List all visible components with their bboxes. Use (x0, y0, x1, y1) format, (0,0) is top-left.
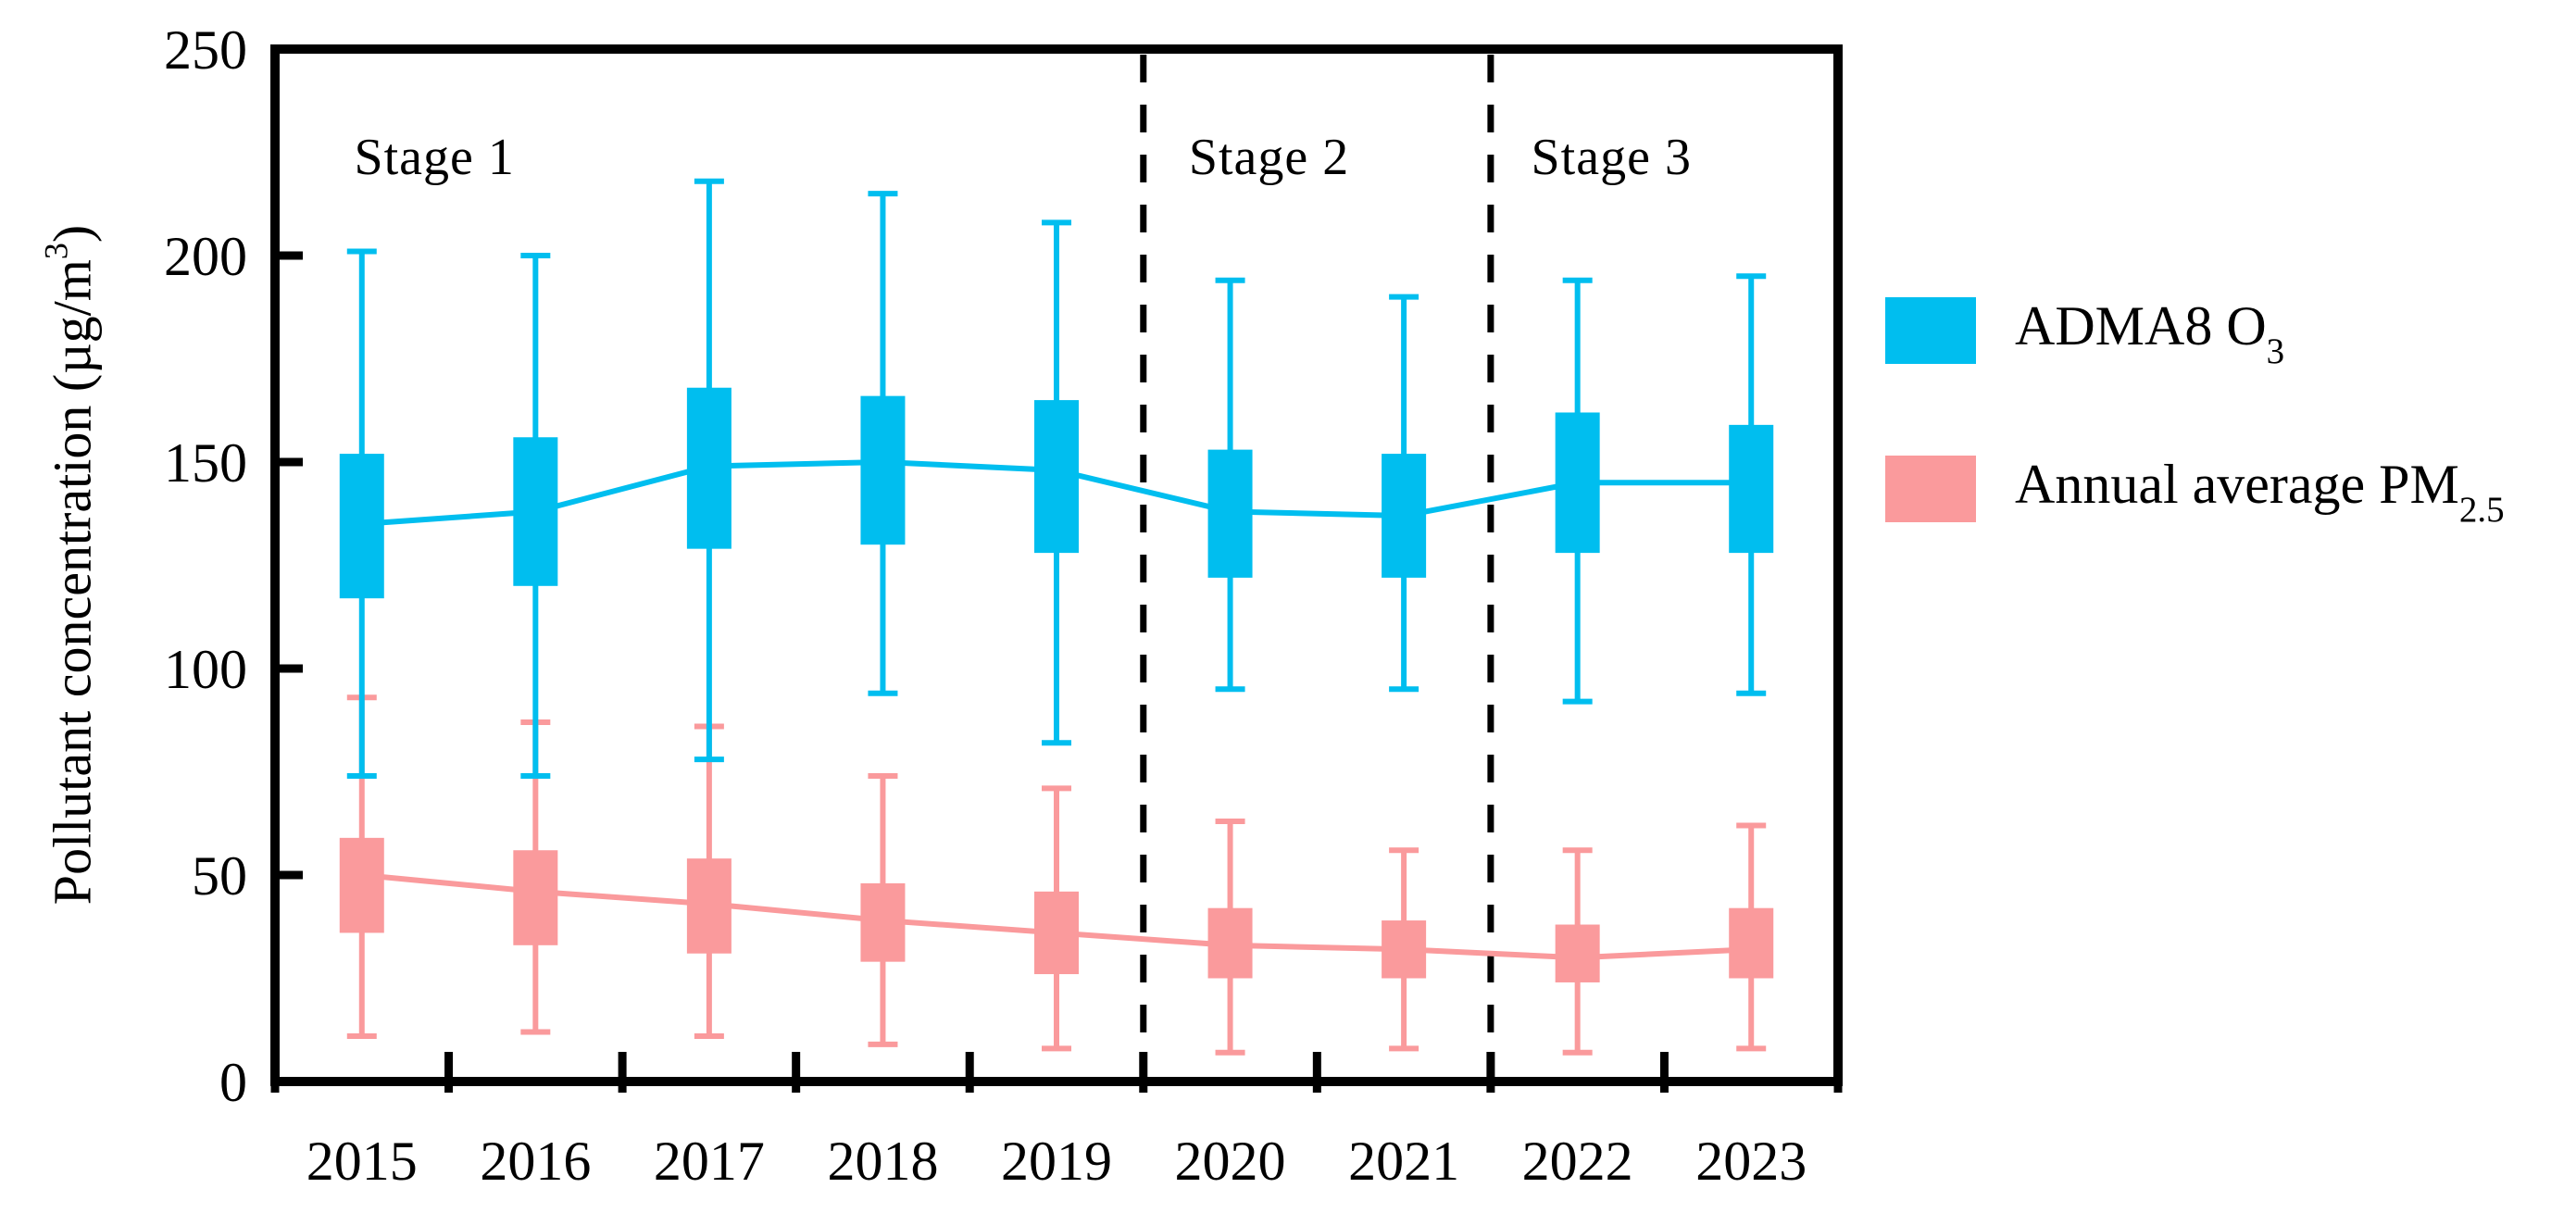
stage-3-label: Stage 3 (1531, 129, 1692, 187)
plot-frame (270, 44, 1843, 1086)
x-axis-label: 2020 (1175, 1131, 1286, 1192)
y-tick-label: 150 (164, 432, 247, 494)
legend-label-o3-subscript: 3 (2266, 331, 2285, 372)
box-adma8-o3-2016 (513, 437, 558, 586)
x-axis-label: 2019 (1001, 1131, 1112, 1192)
box-annual-average-pm2-5-2022 (1555, 924, 1600, 982)
box-adma8-o3-2023 (1729, 424, 1774, 554)
box-adma8-o3-2022 (1555, 412, 1600, 554)
box-annual-average-pm2-5-2019 (1034, 891, 1079, 975)
legend-row-o3: ADMA8 O3 (1885, 294, 2505, 371)
box-adma8-o3-2021 (1382, 454, 1427, 578)
box-annual-average-pm2-5-2018 (860, 882, 906, 962)
legend-row-pm25: Annual average PM2.5 (1885, 453, 2505, 530)
series-annual-average-pm2-5 (339, 694, 1774, 1056)
box-annual-average-pm2-5-2023 (1729, 907, 1774, 979)
legend-label-pm25-text: Annual average PM (2015, 454, 2459, 515)
box-annual-average-pm2-5-2020 (1207, 907, 1253, 979)
y-tick-label: 250 (164, 19, 247, 81)
box-adma8-o3-2017 (686, 387, 732, 549)
box-annual-average-pm2-5-2017 (686, 858, 732, 954)
x-axis-label: 2023 (1695, 1131, 1807, 1192)
box-adma8-o3-2020 (1207, 449, 1253, 578)
stage-1-label: Stage 1 (354, 129, 515, 187)
legend-swatch-pm25 (1885, 455, 1976, 522)
stage-2-label: Stage 2 (1188, 129, 1350, 187)
legend: ADMA8 O3 Annual average PM2.5 (1885, 294, 2505, 530)
box-annual-average-pm2-5-2015 (339, 837, 384, 933)
legend-label-pm25-subscript: 2.5 (2458, 490, 2505, 531)
series-adma8-o3 (339, 178, 1774, 779)
legend-label-o3-text: ADMA8 O (2015, 295, 2267, 356)
x-axis-label: 2022 (1522, 1131, 1633, 1192)
x-axis-label: 2017 (654, 1131, 765, 1192)
y-tick-label: 100 (164, 639, 247, 700)
box-adma8-o3-2015 (339, 454, 384, 599)
legend-swatch-o3 (1885, 296, 1976, 364)
y-tick-label: 0 (219, 1052, 247, 1113)
box-annual-average-pm2-5-2016 (513, 850, 558, 945)
box-adma8-o3-2018 (860, 395, 906, 545)
x-axis-label: 2015 (306, 1131, 418, 1192)
x-axis-label: 2021 (1348, 1131, 1459, 1192)
box-annual-average-pm2-5-2021 (1382, 920, 1427, 979)
box-adma8-o3-2019 (1034, 400, 1079, 554)
legend-label-pm25: Annual average PM2.5 (2015, 453, 2505, 530)
x-axis-label: 2018 (827, 1131, 938, 1192)
x-axis-label: 2016 (480, 1131, 591, 1192)
legend-label-o3: ADMA8 O3 (2015, 294, 2284, 371)
y-tick-label: 200 (164, 226, 247, 287)
y-tick-label: 50 (192, 845, 247, 907)
